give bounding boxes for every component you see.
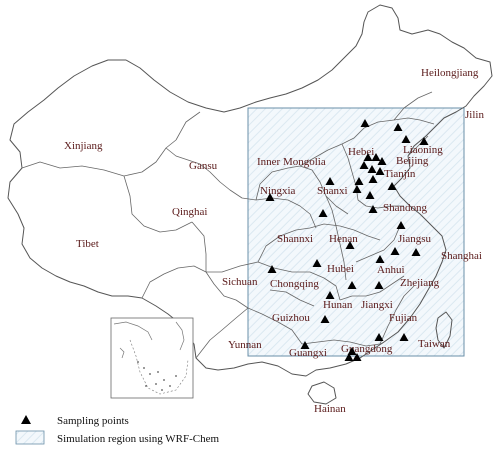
sampling-point-marker (300, 341, 310, 349)
simulation-region (247, 107, 465, 357)
sampling-point-marker (367, 165, 377, 173)
label-liaoning: Liaoning (403, 144, 443, 156)
sampling-point-marker (387, 182, 397, 190)
sampling-point-marker (318, 209, 328, 217)
sampling-point-marker (377, 157, 387, 165)
sampling-point-marker (325, 177, 335, 185)
sampling-point-marker (374, 281, 384, 289)
label-tibet: Tibet (76, 238, 99, 250)
legend-triangle-icon (21, 415, 31, 424)
sampling-point-marker (359, 161, 369, 169)
sampling-point-marker (363, 153, 373, 161)
sampling-point-marker (345, 241, 355, 249)
label-anhui: Anhui (377, 264, 405, 276)
province-borders (21, 91, 435, 359)
legend-region-swatch (15, 430, 45, 445)
sampling-point-marker (371, 153, 381, 161)
label-chongqing: Chongqing (270, 278, 319, 290)
sampling-point-marker (393, 123, 403, 131)
sampling-point-marker (411, 248, 421, 256)
label-beijing: Beijing (396, 155, 429, 167)
label-taiwan: Taiwan (418, 338, 451, 350)
label-shannxi: Shannxi (277, 233, 313, 245)
label-xinjiang: Xinjiang (64, 140, 103, 152)
sampling-points (265, 119, 429, 361)
sampling-point-marker (267, 265, 277, 273)
sampling-point-marker (419, 137, 429, 145)
sampling-point-marker (347, 281, 357, 289)
sampling-point-marker (374, 333, 384, 341)
country-outline (7, 4, 493, 405)
south-china-sea-inset (110, 317, 194, 399)
sampling-point-marker (375, 255, 385, 263)
sampling-point-marker (368, 175, 378, 183)
sampling-point-marker (368, 205, 378, 213)
sampling-point-marker (396, 221, 406, 229)
sampling-point-marker (347, 347, 357, 355)
sampling-point-marker (320, 315, 330, 323)
label-gansu: Gansu (189, 160, 218, 172)
label-jiangxi: Jiangxi (361, 299, 393, 311)
sampling-point-marker (365, 191, 375, 199)
label-fujian: Fujian (389, 312, 418, 324)
label-heilongjiang: Heilongjiang (421, 67, 479, 79)
label-inner-mongolia: Inner Mongolia (257, 156, 326, 168)
sampling-point-marker (352, 185, 362, 193)
label-jiangsu: Jiangsu (398, 233, 432, 245)
label-shanxi: Shanxi (317, 185, 348, 197)
sampling-point-marker (354, 177, 364, 185)
label-qinghai: Qinghai (172, 206, 207, 218)
sampling-point-marker (352, 353, 362, 361)
label-hunan: Hunan (323, 299, 353, 311)
province-labels: Heilongjiang Jilin Liaoning Xinjiang Gan… (64, 67, 484, 415)
sampling-point-marker (390, 247, 400, 255)
legend: Sampling points Simulation region using … (15, 415, 219, 445)
sampling-point-marker (312, 259, 322, 267)
label-tianjin: Tianjin (384, 168, 416, 180)
sampling-point-marker (360, 119, 370, 127)
label-henan: Henan (329, 233, 358, 245)
label-hebei: Hebei (348, 146, 374, 158)
label-guangxi: Guangxi (289, 347, 327, 359)
sampling-point-marker (375, 167, 385, 175)
label-hubei: Hubei (327, 263, 354, 275)
label-guizhou: Guizhou (272, 312, 310, 324)
label-hainan: Hainan (314, 403, 346, 415)
label-shandong: Shandong (383, 202, 428, 214)
label-shanghai: Shanghai (441, 250, 482, 262)
legend-sampling-label: Sampling points (57, 415, 129, 427)
sampling-point-marker (325, 291, 335, 299)
sampling-point-marker (344, 353, 354, 361)
legend-region-label: Simulation region using WRF-Chem (57, 433, 219, 445)
label-yunnan: Yunnan (228, 339, 262, 351)
label-sichuan: Sichuan (222, 276, 258, 288)
sampling-point-marker (401, 135, 411, 143)
sampling-point-marker (265, 193, 275, 201)
label-zhejiang: Zhejiang (400, 277, 440, 289)
label-jilin: Jilin (465, 109, 484, 121)
label-ningxia: Ningxia (260, 185, 296, 197)
sampling-point-marker (399, 333, 409, 341)
